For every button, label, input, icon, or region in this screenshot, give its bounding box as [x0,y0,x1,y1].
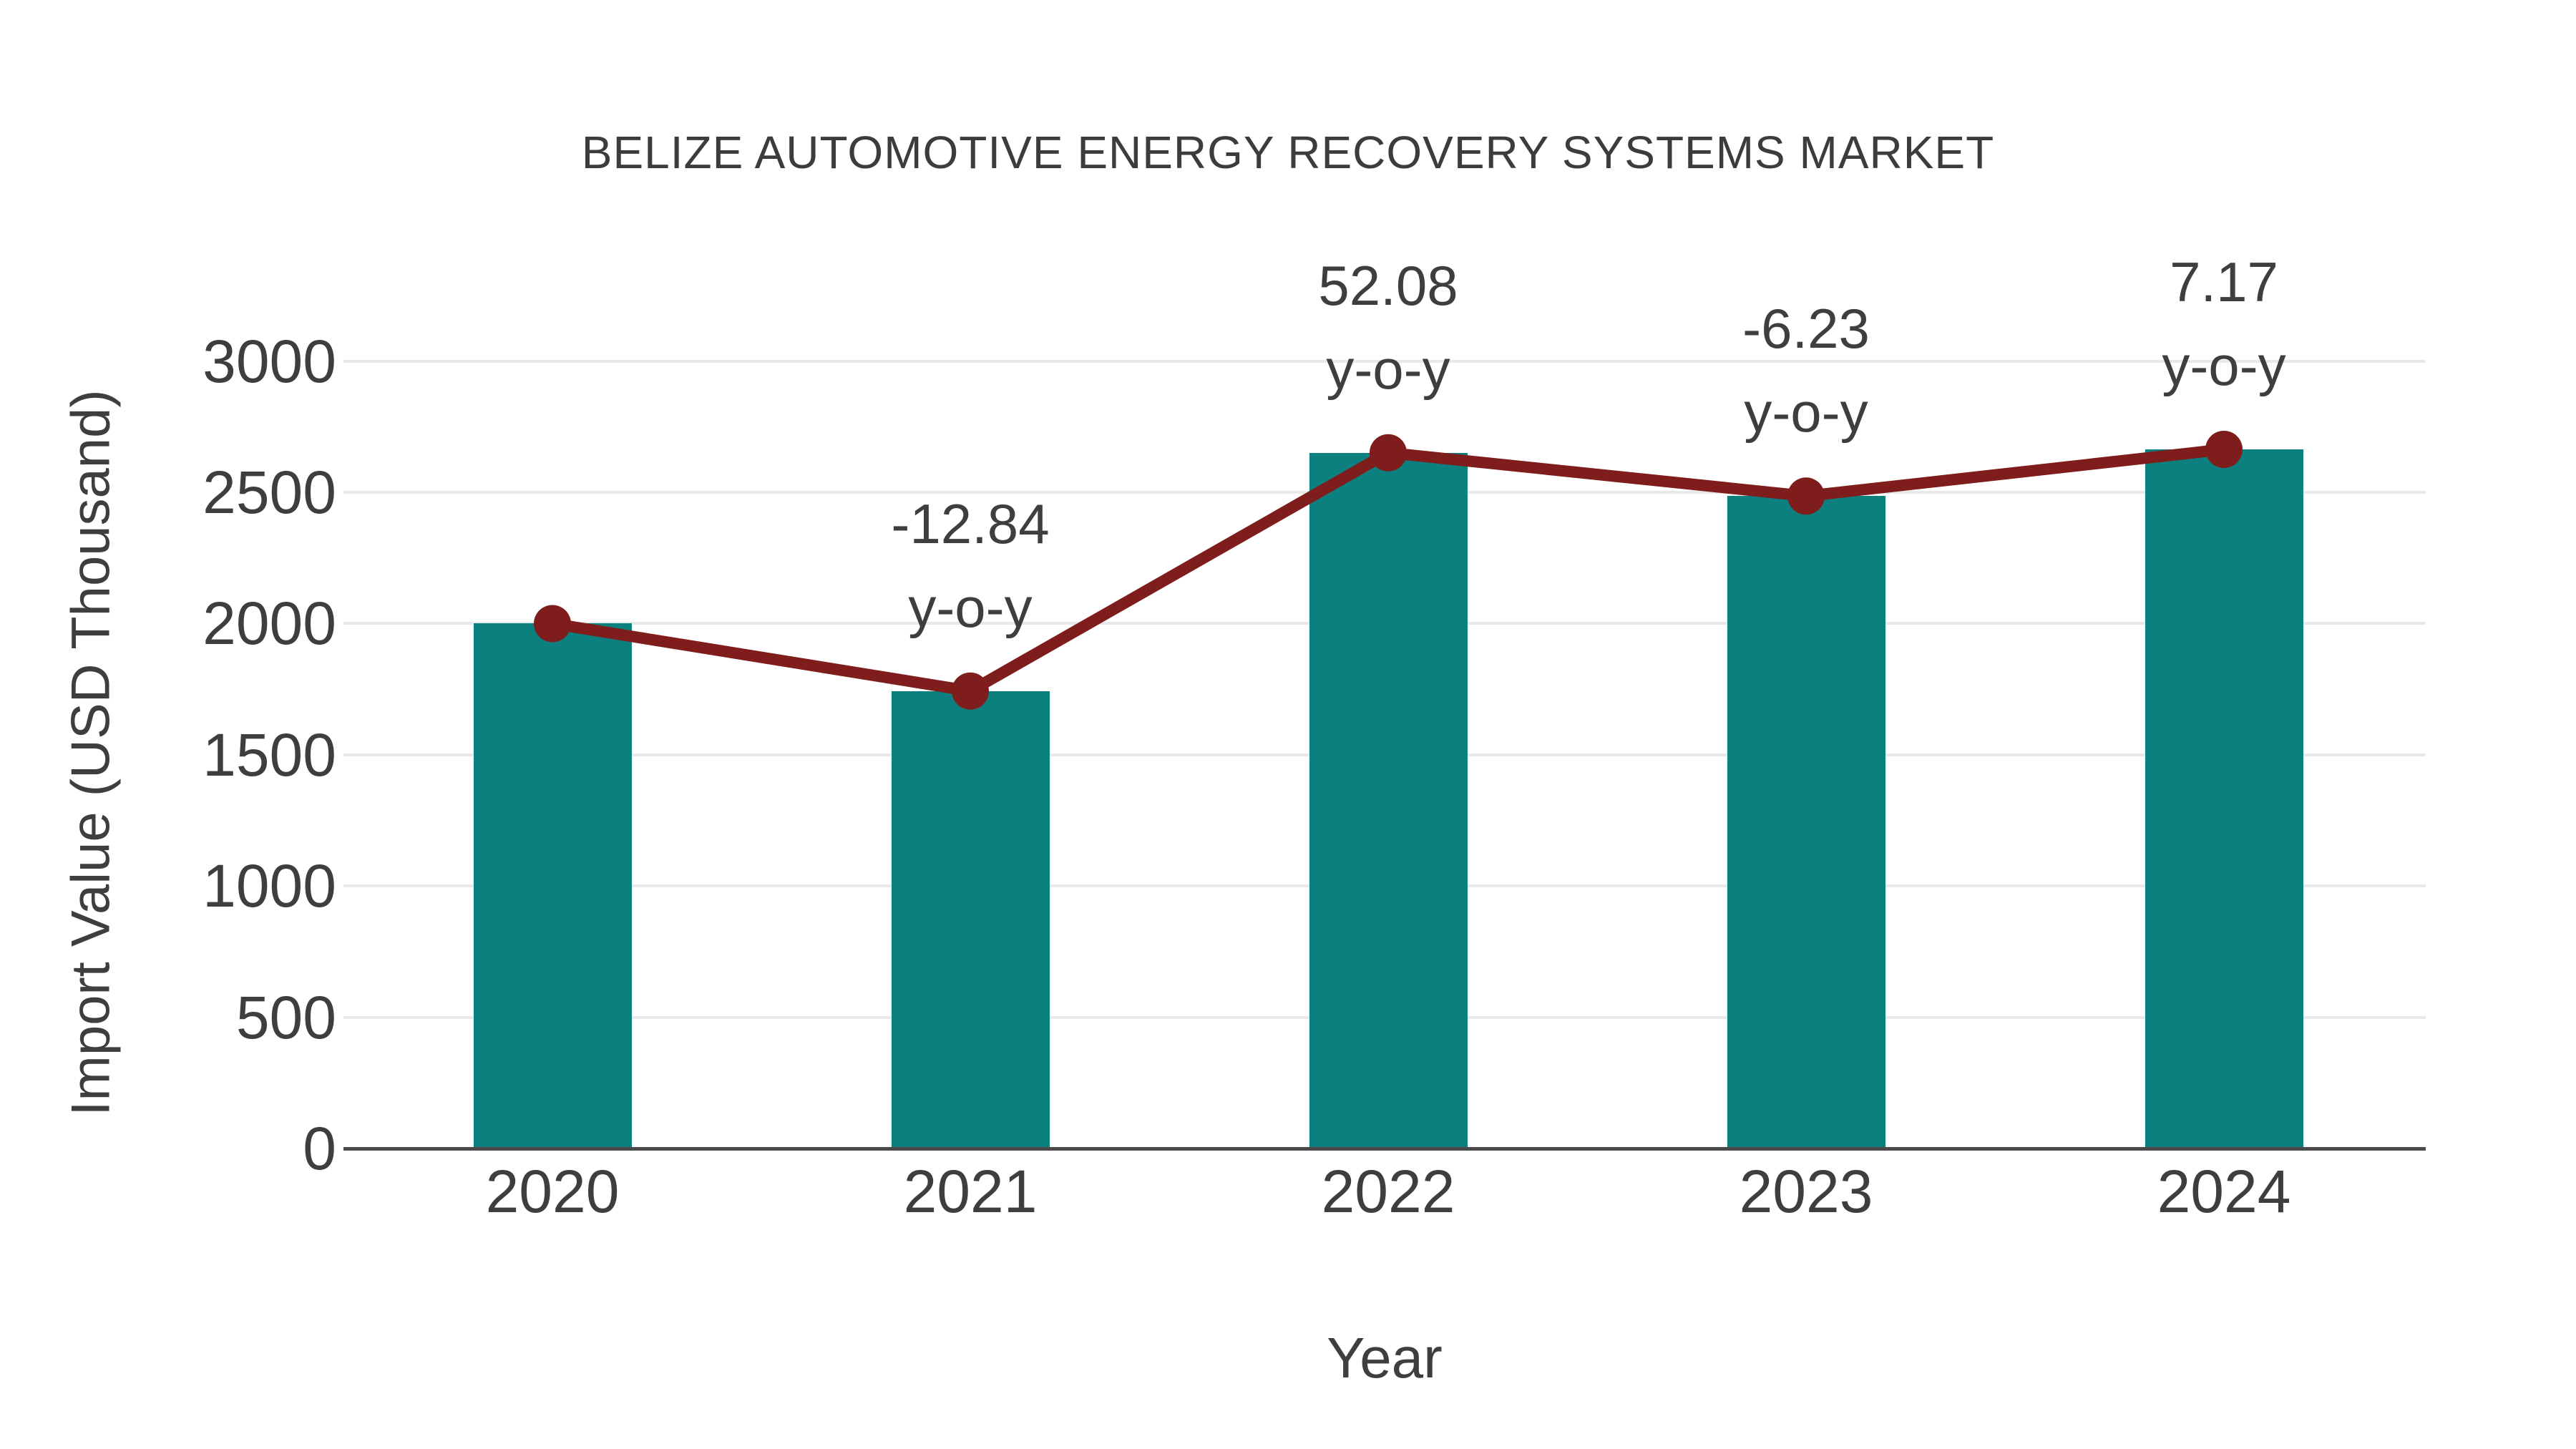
bar-2022 [1309,452,1468,1150]
yoy-annotation-2024: 7.17 y-o-y [1974,240,2474,408]
y-tick-label-1500: 1500 [203,721,336,789]
bar-2023 [1727,496,1885,1150]
chart-title: BELIZE AUTOMOTIVE ENERGY RECOVERY SYSTEM… [581,127,1995,178]
y-tick-label-0: 0 [303,1115,336,1182]
x-tick-label-2022: 2022 [1321,1158,1455,1225]
y-tick-label-1000: 1000 [203,852,336,920]
x-tick-label-2023: 2023 [1739,1158,1873,1225]
yoy-suffix: y-o-y [908,575,1033,639]
y-tick-label-3000: 3000 [203,327,336,395]
bar-2024 [2145,449,2303,1150]
x-tick-label-2020: 2020 [485,1158,620,1225]
yoy-suffix: y-o-y [1326,337,1450,401]
y-tick-label-2000: 2000 [203,590,336,658]
yoy-annotation-2021: -12.84 y-o-y [720,482,1221,650]
y-tick-label-500: 500 [235,983,336,1051]
bar-2020 [473,623,632,1150]
yoy-value: -12.84 [891,492,1050,555]
yoy-value: -6.23 [1742,297,1870,361]
yoy-annotation-2023: -6.23 y-o-y [1556,287,2057,454]
yoy-suffix: y-o-y [1744,381,1868,444]
x-axis-line [343,1147,2426,1151]
yoy-value: 7.17 [2170,250,2278,313]
yoy-suffix: y-o-y [2162,333,2286,397]
gridline-3000 [343,359,2426,363]
yoy-annotation-2022: 52.08 y-o-y [1138,244,1639,411]
yoy-value: 52.08 [1318,253,1458,317]
x-tick-label-2024: 2024 [2157,1158,2291,1225]
x-tick-label-2021: 2021 [903,1158,1038,1225]
x-axis-title: Year [1327,1326,1443,1390]
bar-2021 [891,691,1050,1150]
y-tick-label-2500: 2500 [203,459,336,527]
